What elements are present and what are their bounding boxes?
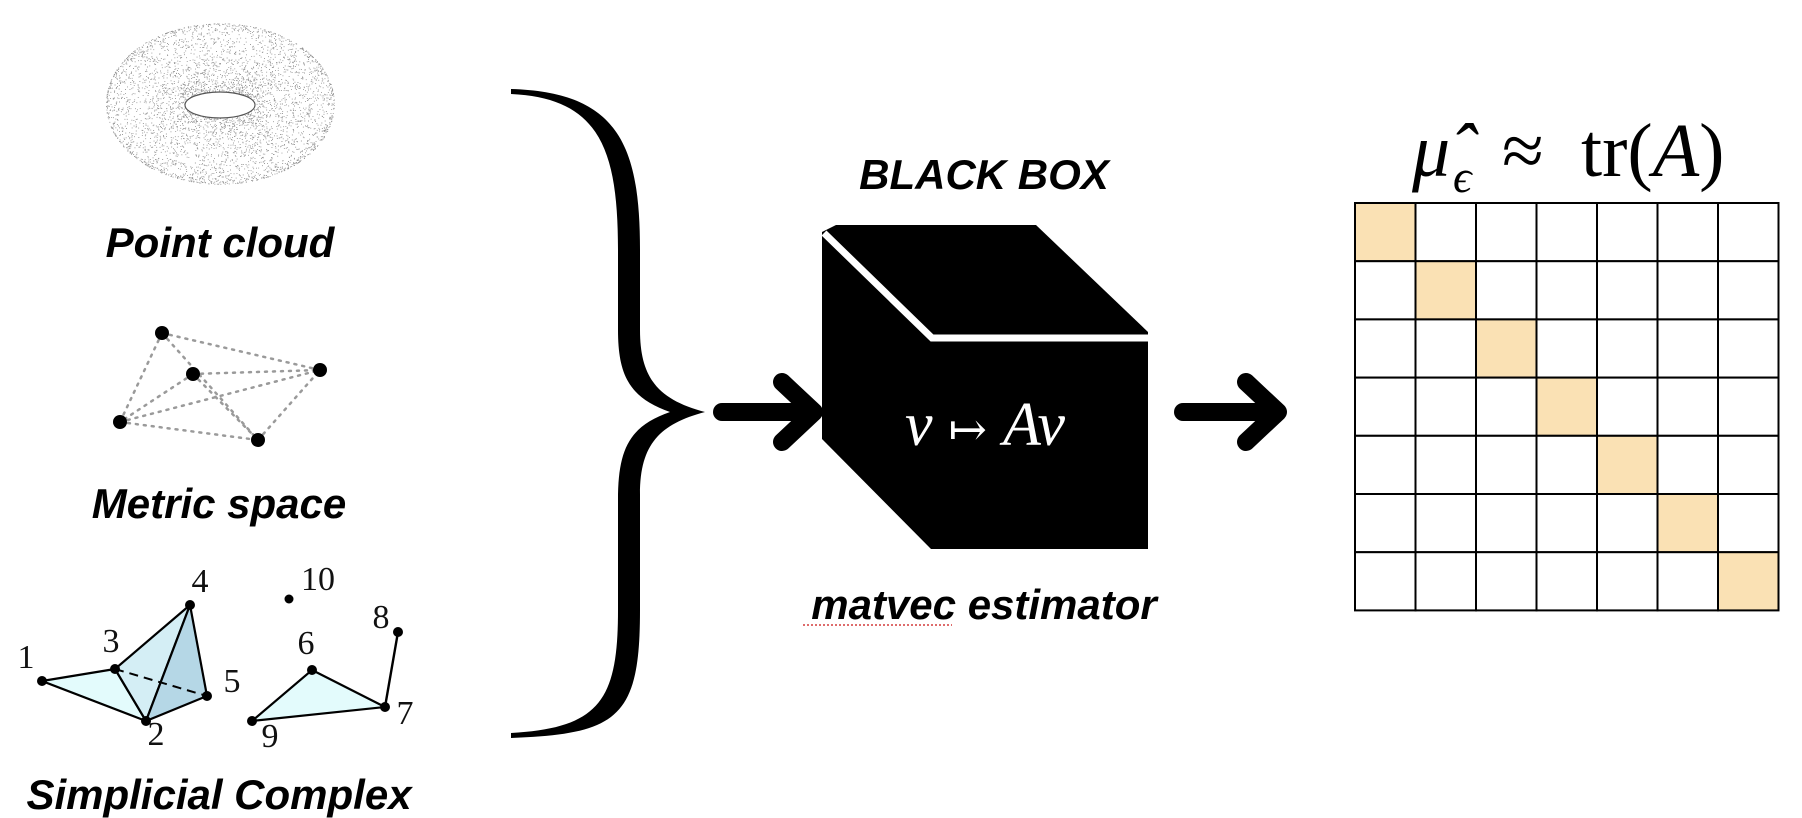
matrix-cell — [1475, 376, 1538, 437]
matrix-cell — [1656, 551, 1719, 612]
matrix-cell — [1475, 493, 1538, 554]
vertex-label-7: 7 — [397, 695, 414, 732]
matrix-cell — [1656, 202, 1719, 263]
matrix-cell — [1717, 434, 1780, 495]
black-box-cube — [822, 225, 1148, 549]
matrix-cell — [1535, 434, 1598, 495]
vertex-label-4: 4 — [192, 563, 209, 600]
matrix-cell — [1475, 551, 1538, 612]
matrix-cell — [1596, 493, 1659, 554]
black-box-cube-edge — [821, 230, 1150, 342]
matrix-cell — [1535, 260, 1598, 321]
matrix-cell — [1414, 318, 1477, 379]
matrix-cell — [1354, 493, 1417, 554]
approx-symbol: ≈ — [1502, 109, 1544, 193]
black-box-caption: matvec estimator — [811, 581, 1159, 628]
matrix-cell — [1535, 318, 1598, 379]
matrix-cell — [1414, 551, 1477, 612]
matrix-cell — [1354, 434, 1417, 495]
matrix-cell — [1717, 260, 1780, 321]
metric-space-points — [113, 326, 327, 447]
vertex-label-3: 3 — [103, 623, 120, 660]
vertex-label-6: 6 — [298, 625, 315, 662]
matrix-cell — [1475, 434, 1538, 495]
simplex-vertex-labels: 1 2 3 4 5 6 7 8 9 10 — [18, 561, 414, 755]
simplex-edge-78 — [383, 631, 400, 708]
matrix-grid — [1354, 202, 1780, 612]
simplicial-complex-label: Simplicial Complex — [26, 771, 413, 818]
vertex-label-2: 2 — [148, 716, 165, 753]
simplicial-complex-group: 1 2 3 4 5 6 7 8 9 10 Simplicial Complex — [18, 561, 414, 818]
simplex-triangle-679 — [248, 668, 389, 723]
vertex-label-8: 8 — [373, 599, 390, 636]
matrix-cell — [1475, 202, 1538, 263]
matrix-cell — [1414, 493, 1477, 554]
matrix-cell-diagonal — [1354, 202, 1417, 263]
matrix-cell — [1656, 318, 1719, 379]
matrix-cell — [1535, 202, 1598, 263]
black-box-title: BLACK BOX — [859, 151, 1112, 198]
matrix-cell — [1354, 318, 1417, 379]
matrix-cell — [1414, 202, 1477, 263]
trace-expression: tr(A) — [1581, 109, 1724, 193]
matrix-cell — [1354, 260, 1417, 321]
vertex-label-9: 9 — [262, 718, 279, 755]
point-cloud-torus — [106, 23, 335, 185]
matrix-cell — [1354, 376, 1417, 437]
matrix-cell-diagonal — [1656, 493, 1719, 554]
matrix-cell — [1475, 260, 1538, 321]
matrix-cell-diagonal — [1535, 376, 1598, 437]
estimator-epsilon: ϵ — [1453, 151, 1474, 202]
vertex-label-10: 10 — [301, 561, 335, 598]
metric-space-edges — [118, 331, 322, 442]
matrix-cell — [1535, 493, 1598, 554]
curly-brace — [511, 89, 705, 738]
matrix-cell — [1717, 318, 1780, 379]
point-cloud-group: Point cloud — [106, 23, 336, 266]
matrix-cell-diagonal — [1414, 260, 1477, 321]
matrix-cell — [1656, 260, 1719, 321]
matrix-cell — [1717, 202, 1780, 263]
matrix-cell — [1535, 551, 1598, 612]
matrix-cell — [1414, 434, 1477, 495]
matrix-cell — [1596, 202, 1659, 263]
matrix-cell — [1596, 376, 1659, 437]
matrix-cell — [1596, 260, 1659, 321]
matrix-cell — [1596, 551, 1659, 612]
vertex-label-5: 5 — [224, 663, 241, 700]
trace-estimate-formula: μ̂ ϵ ≈ tr(A) — [1411, 109, 1724, 202]
black-box-operation: v ↦ Av — [905, 391, 1066, 459]
arrow-to-matrix — [1174, 373, 1287, 451]
matrix-cell — [1656, 434, 1719, 495]
matrix-cell — [1596, 318, 1659, 379]
matrix-cell — [1717, 376, 1780, 437]
point-cloud-hole — [184, 91, 256, 119]
simplex-vertices — [37, 594, 403, 726]
matrix-cell — [1414, 376, 1477, 437]
matrix-cell-diagonal — [1717, 551, 1780, 612]
matrix-cell — [1354, 551, 1417, 612]
metric-space-group: Metric space — [92, 326, 346, 527]
vertex-label-1: 1 — [18, 639, 35, 676]
arrow-to-black-box — [713, 373, 823, 451]
matrix-cell-diagonal — [1475, 318, 1538, 379]
matrix-cell — [1656, 376, 1719, 437]
black-box: BLACK BOX v ↦ Av matvec estimator — [803, 151, 1159, 628]
point-cloud-label: Point cloud — [106, 219, 336, 266]
matrix-cell — [1717, 493, 1780, 554]
metric-space-label: Metric space — [92, 480, 346, 527]
matrix-cell-diagonal — [1596, 434, 1659, 495]
simplex-hidden-edge-35 — [114, 668, 208, 697]
